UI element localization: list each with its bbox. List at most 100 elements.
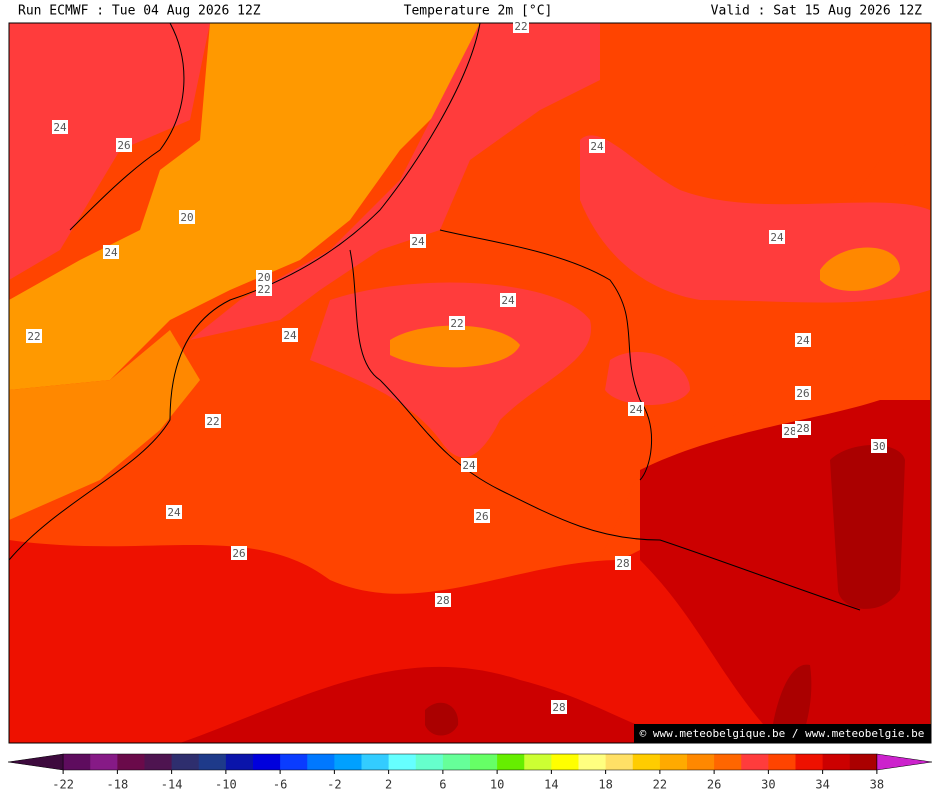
contour-label: 22	[514, 20, 527, 33]
contour-label: 24	[501, 294, 515, 307]
colorbar-segment	[334, 754, 362, 770]
contour-label: 26	[232, 547, 245, 560]
colorbar-segment	[117, 754, 145, 770]
credit: © www.meteobelgique.be / www.meteobelgie…	[640, 727, 925, 740]
valid-info: Valid : Sat 15 Aug 2026 12Z	[711, 4, 922, 19]
contour-label-box	[26, 329, 42, 343]
contour-label-box	[116, 138, 132, 152]
colorbar-tick-label: 30	[761, 778, 775, 792]
contour-label-box	[615, 556, 631, 570]
colorbar-segment	[551, 754, 579, 770]
contour-label-box	[179, 210, 195, 224]
contour-label-box	[628, 402, 644, 416]
contour-label-box	[795, 333, 811, 347]
contour-label-box	[282, 328, 298, 342]
colorbar-tick-label: -2	[327, 778, 341, 792]
colorbar-segment	[822, 754, 851, 770]
contour-label: 24	[462, 459, 476, 472]
colorbar-segment	[524, 754, 552, 770]
contour-label-box	[103, 245, 119, 259]
contour-label: 24	[796, 334, 810, 347]
colorbar-frame	[62, 753, 878, 771]
colorbar-segment	[442, 754, 471, 770]
colorbar-tick-label: -10	[215, 778, 237, 792]
contour-label-box	[782, 424, 798, 438]
contour-label: 24	[167, 506, 181, 519]
contour-label: 24	[770, 231, 784, 244]
colorbar-segment	[307, 754, 335, 770]
colorbar-tick-label: 14	[544, 778, 558, 792]
colorbar-tick-label: -6	[273, 778, 287, 792]
colorbar-tick-label: 22	[653, 778, 667, 792]
contour-label: 24	[53, 121, 67, 134]
contour-label: 26	[475, 510, 488, 523]
contour-label-box	[166, 505, 182, 519]
contour-label: 22	[257, 283, 270, 296]
contour-label: 22	[450, 317, 463, 330]
colorbar-segment	[741, 754, 769, 770]
contour-label-box	[795, 421, 811, 435]
contour-label: 24	[411, 235, 425, 248]
contour-label-box	[551, 700, 567, 714]
colorbar-arrow	[876, 753, 933, 771]
colorbar-segment	[90, 754, 118, 770]
colorbar-segment	[768, 754, 796, 770]
colorbar-segment	[714, 754, 742, 770]
contour-label-box	[410, 234, 426, 248]
colorbar-tick-label: -22	[52, 778, 74, 792]
contour-label-box	[205, 414, 221, 428]
contour-label-box	[435, 593, 451, 607]
contour-label: 24	[629, 403, 643, 416]
contour-label: 28	[552, 701, 565, 714]
colorbar-segment	[795, 754, 824, 770]
contour-label-box	[256, 270, 272, 284]
contour-label-box	[474, 509, 490, 523]
contour-label-box	[449, 316, 465, 330]
colorbar-arrow	[7, 753, 64, 771]
colorbar-segment	[171, 754, 200, 770]
contour-label: 28	[783, 425, 796, 438]
colorbar-segment	[605, 754, 634, 770]
contour-label: 22	[27, 330, 40, 343]
colorbar-segment	[470, 754, 498, 770]
colorbar-segment	[280, 754, 308, 770]
colorbar-segment	[849, 754, 878, 770]
colorbar-segment	[361, 754, 390, 770]
colorbar-segment	[632, 754, 661, 770]
contour-label-box	[795, 386, 811, 400]
contour-label-box	[461, 458, 477, 472]
colorbar-segment	[388, 754, 417, 770]
contour-label-box	[500, 293, 516, 307]
contour-label-box	[231, 546, 247, 560]
contour-label: 24	[104, 246, 118, 259]
colorbar-segment	[578, 754, 607, 770]
contour-label-box	[871, 439, 887, 453]
colorbar-tick-label: 38	[870, 778, 884, 792]
contour-label: 26	[796, 387, 809, 400]
colorbar-segment	[415, 754, 444, 770]
colorbar-segment	[63, 754, 91, 770]
colorbar-tick-label: 6	[439, 778, 446, 792]
map-title: Temperature 2m [°C]	[404, 4, 553, 19]
colorbar-segment	[687, 754, 715, 770]
contour-label-box	[52, 120, 68, 134]
colorbar-segment	[198, 754, 227, 770]
colorbar-tick-label: 2	[385, 778, 392, 792]
colorbar-segment	[497, 754, 525, 770]
contour-label: 30	[872, 440, 885, 453]
run-info: Run ECMWF : Tue 04 Aug 2026 12Z	[18, 4, 261, 19]
contour-label-box	[256, 282, 272, 296]
colorbar-tick-label: 34	[815, 778, 829, 792]
contour-label: 28	[616, 557, 629, 570]
credit-box	[634, 724, 931, 743]
colorbar-tick-label: 26	[707, 778, 721, 792]
colorbar-tick-label: -14	[161, 778, 183, 792]
contour-label: 24	[283, 329, 297, 342]
colorbar-tick-label: 18	[598, 778, 612, 792]
contour-label-box	[589, 139, 605, 153]
colorbar-segment	[253, 754, 281, 770]
colorbar-segment	[144, 754, 173, 770]
contour-label: 26	[117, 139, 130, 152]
contour-label-box	[769, 230, 785, 244]
